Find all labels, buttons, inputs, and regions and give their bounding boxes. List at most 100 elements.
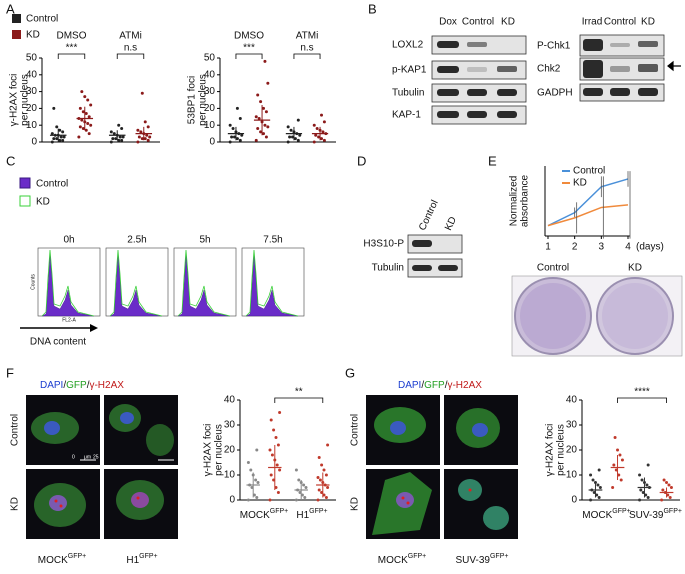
row-label: KAP-1 — [392, 110, 421, 121]
lane-label: Control — [604, 17, 636, 28]
data-point — [268, 498, 272, 502]
data-point — [233, 135, 236, 139]
row-label: Tubulin — [372, 263, 404, 274]
dish-label: KD — [628, 263, 642, 274]
timepoint-label: 5h — [199, 235, 210, 246]
data-point — [316, 498, 320, 502]
y-tick-label: 10 — [566, 470, 578, 481]
data-point — [254, 115, 258, 119]
data-point — [618, 453, 622, 457]
data-point — [140, 137, 144, 141]
column-label: H1GFP+ — [126, 553, 157, 566]
data-point — [318, 478, 322, 482]
data-point — [148, 135, 152, 139]
data-point — [52, 137, 56, 141]
data-point — [596, 483, 600, 487]
axis-label: Counts — [30, 274, 36, 290]
y-axis-label: per nucleus — [20, 74, 31, 126]
category-name: MOCK — [240, 510, 270, 521]
lane-label: KD — [443, 215, 459, 232]
legend-swatch — [12, 30, 21, 39]
data-point — [667, 483, 671, 487]
lane-label: Irrad — [582, 17, 603, 28]
data-point — [314, 133, 318, 137]
y-tick-label: 30 — [26, 86, 38, 97]
x-tick-label: MOCKGFP+ — [582, 508, 630, 521]
lane-label: Dox — [439, 17, 457, 28]
legend-label: Control — [36, 179, 68, 190]
column-label: MOCKGFP+ — [378, 553, 426, 566]
significance-label: *** — [243, 43, 255, 54]
data-point — [254, 138, 258, 142]
lane-label: KD — [501, 17, 515, 28]
stain: GFP — [424, 380, 445, 391]
data-point — [270, 453, 274, 457]
y-axis-label: per nucleus — [198, 74, 209, 126]
western-blot: Control KD H3S10-P Tubulin — [363, 199, 463, 278]
stain: / — [445, 380, 448, 391]
data-point — [256, 93, 260, 97]
significance-label: *** — [66, 43, 78, 54]
data-point — [269, 473, 273, 477]
data-point — [320, 137, 323, 141]
data-point — [288, 135, 292, 139]
data-point — [89, 103, 93, 107]
y-tick-label: 0 — [229, 495, 235, 506]
legend-label: Control — [573, 166, 605, 177]
data-point — [297, 478, 301, 482]
data-point — [120, 127, 124, 131]
panel-label: F — [6, 365, 14, 380]
data-point — [326, 443, 330, 447]
data-point — [136, 140, 140, 144]
data-point — [235, 137, 239, 141]
data-point — [228, 140, 232, 144]
x-tick-label: 2 — [572, 242, 578, 253]
data-point — [117, 138, 121, 142]
panel-label: C — [6, 153, 15, 168]
data-point — [589, 498, 593, 502]
data-point — [117, 123, 121, 127]
data-point — [268, 448, 272, 452]
data-point — [320, 463, 324, 467]
data-point — [143, 120, 147, 124]
data-point — [665, 481, 669, 484]
data-point — [140, 91, 144, 95]
y-axis-label: per nucleus — [556, 424, 567, 476]
data-point — [646, 463, 650, 467]
data-point — [249, 468, 253, 472]
x-tick-label: 1 — [545, 242, 551, 253]
data-point — [256, 127, 260, 131]
y-tick-label: 50 — [26, 53, 38, 64]
data-point — [78, 125, 82, 129]
legend-label: Control — [26, 14, 58, 25]
data-point — [143, 137, 147, 141]
data-point — [296, 118, 300, 122]
data-point — [83, 95, 87, 99]
y-tick-label: 40 — [566, 395, 578, 406]
timepoint-label: 2.5h — [127, 235, 146, 246]
stain: / — [87, 380, 90, 391]
category-name: H1 — [296, 510, 309, 521]
data-point — [668, 496, 672, 499]
group-label: ATMi — [296, 31, 319, 42]
data-point — [312, 123, 316, 127]
data-point — [597, 468, 601, 472]
category-sup: GFP+ — [663, 508, 681, 515]
panel-label: E — [488, 153, 497, 168]
data-point — [662, 478, 666, 482]
data-point — [326, 486, 330, 489]
data-point — [235, 106, 239, 110]
data-point — [58, 128, 62, 132]
data-point — [114, 137, 118, 141]
data-point — [612, 463, 616, 467]
column-label: MOCKGFP+ — [38, 553, 86, 566]
scale-label: 25 — [93, 454, 99, 460]
x-tick-label: 3 — [599, 242, 605, 253]
data-point — [120, 138, 124, 142]
stain: γ-H2AX — [89, 380, 124, 391]
data-point — [146, 138, 150, 142]
data-point — [263, 59, 267, 63]
data-point — [620, 458, 624, 462]
lane-label: Control — [462, 17, 494, 28]
significance-label: n.s — [124, 43, 137, 54]
